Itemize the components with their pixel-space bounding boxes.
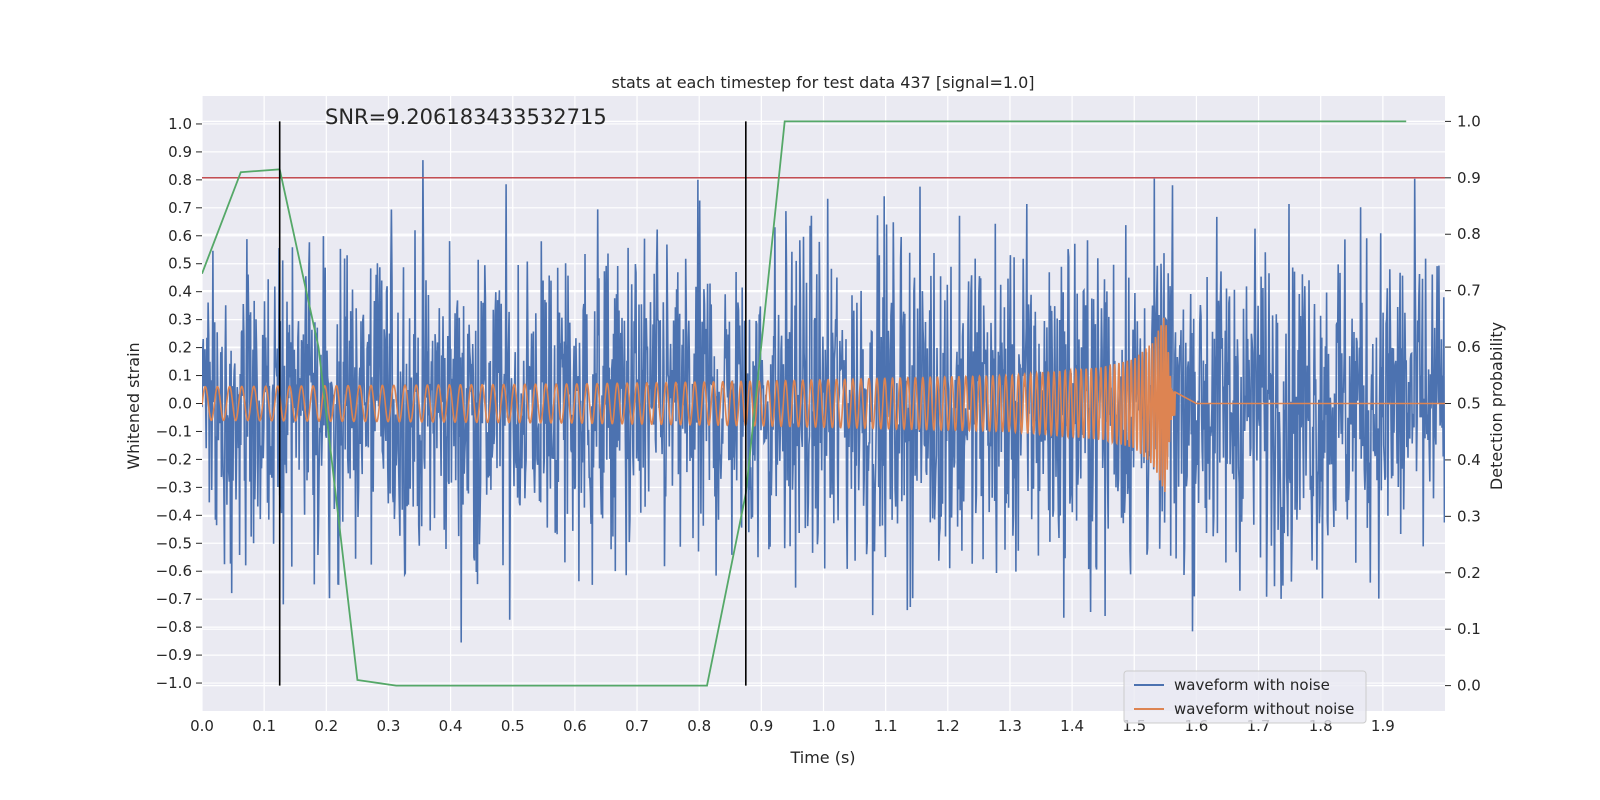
y-tick-label: −0.2	[156, 450, 192, 468]
x-tick-label: 0.4	[439, 717, 463, 735]
chart-title: stats at each timestep for test data 437…	[611, 73, 1034, 92]
y-tick-label: 0.8	[168, 171, 192, 189]
legend-label-waveform-without-noise: waveform without noise	[1174, 700, 1354, 718]
y-tick-label: 0.1	[168, 367, 192, 385]
y2-tick-label: 0.0	[1457, 677, 1481, 695]
series-waveform-without-noise	[202, 317, 1445, 493]
legend-box	[1123, 670, 1367, 724]
y2-tick-label: 0.4	[1457, 451, 1481, 469]
y2-tick-label: 0.5	[1457, 395, 1481, 413]
x-tick-label: 0.2	[314, 717, 338, 735]
x-tick-label: 0.9	[749, 717, 773, 735]
y-tick-label: −0.1	[156, 422, 192, 440]
x-tick-label: 0.0	[190, 717, 214, 735]
legend-label-waveform-with-noise: waveform with noise	[1174, 676, 1330, 694]
x-tick-label: 0.3	[377, 717, 401, 735]
y2-tick-label: 0.6	[1457, 338, 1481, 356]
y2-tick-label: 0.3	[1457, 507, 1481, 525]
y2-tick-label: 1.0	[1457, 112, 1481, 130]
x-tick-label: 1.3	[998, 717, 1022, 735]
y-tick-label: −0.7	[156, 590, 192, 608]
y2-tick-label: 0.9	[1457, 169, 1481, 187]
window-boundary-lines	[278, 121, 747, 686]
series-detection-probability	[202, 120, 1407, 687]
series-waveform-with-noise	[202, 160, 1445, 643]
y2-axis-label: Detection probability	[1487, 322, 1506, 490]
x-tick-label: 1.1	[874, 717, 898, 735]
y-axis-label: Whitened strain	[124, 342, 143, 469]
y-tick-label: 0.3	[168, 311, 192, 329]
x-tick-label: 0.8	[687, 717, 711, 735]
y-tick-label: 0.0	[168, 395, 192, 413]
y-axis-ticks: 1.0 0.9 0.8 0.7 0.6 0.5 0.4 0.3 0.2 0.1 0.0 −0.1 −0.…	[156, 115, 202, 692]
y-tick-label: −0.5	[156, 534, 192, 552]
y2-tick-label: 0.1	[1457, 620, 1481, 638]
x-tick-label: 0.1	[252, 717, 276, 735]
y-tick-label: 0.2	[168, 339, 192, 357]
y-tick-label: −0.6	[156, 562, 192, 580]
y-tick-label: −1.0	[156, 674, 192, 692]
y-tick-label: 0.4	[168, 283, 192, 301]
y-tick-label: 0.9	[168, 143, 192, 161]
y-tick-label: −0.4	[156, 506, 192, 524]
y-tick-label: −0.8	[156, 618, 192, 636]
x-tick-label: 1.0	[812, 717, 836, 735]
y-tick-label: −0.3	[156, 478, 192, 496]
x-tick-label: 0.6	[563, 717, 587, 735]
y2-tick-label: 0.2	[1457, 564, 1481, 582]
y-tick-label: 0.7	[168, 199, 192, 217]
x-tick-label: 0.5	[501, 717, 525, 735]
legend: waveform with noise waveform without noi…	[1123, 670, 1367, 724]
y-tick-label: 1.0	[168, 115, 192, 133]
x-tick-label: 1.9	[1371, 717, 1395, 735]
y-tick-label: −0.9	[156, 646, 192, 664]
y-tick-label: 0.5	[168, 255, 192, 273]
x-tick-label: 0.7	[625, 717, 649, 735]
y2-axis-ticks: 1.0 0.9 0.8 0.7 0.6 0.5 0.4 0.3 0.2 0.1 0.0	[1445, 112, 1481, 695]
y-tick-label: 0.6	[168, 227, 192, 245]
snr-annotation: SNR=9.206183433532715	[325, 105, 607, 129]
y2-tick-label: 0.7	[1457, 282, 1481, 300]
y2-tick-label: 0.8	[1457, 225, 1481, 243]
x-tick-label: 1.2	[936, 717, 960, 735]
x-axis-label: Time (s)	[789, 748, 855, 767]
x-tick-label: 1.4	[1060, 717, 1084, 735]
